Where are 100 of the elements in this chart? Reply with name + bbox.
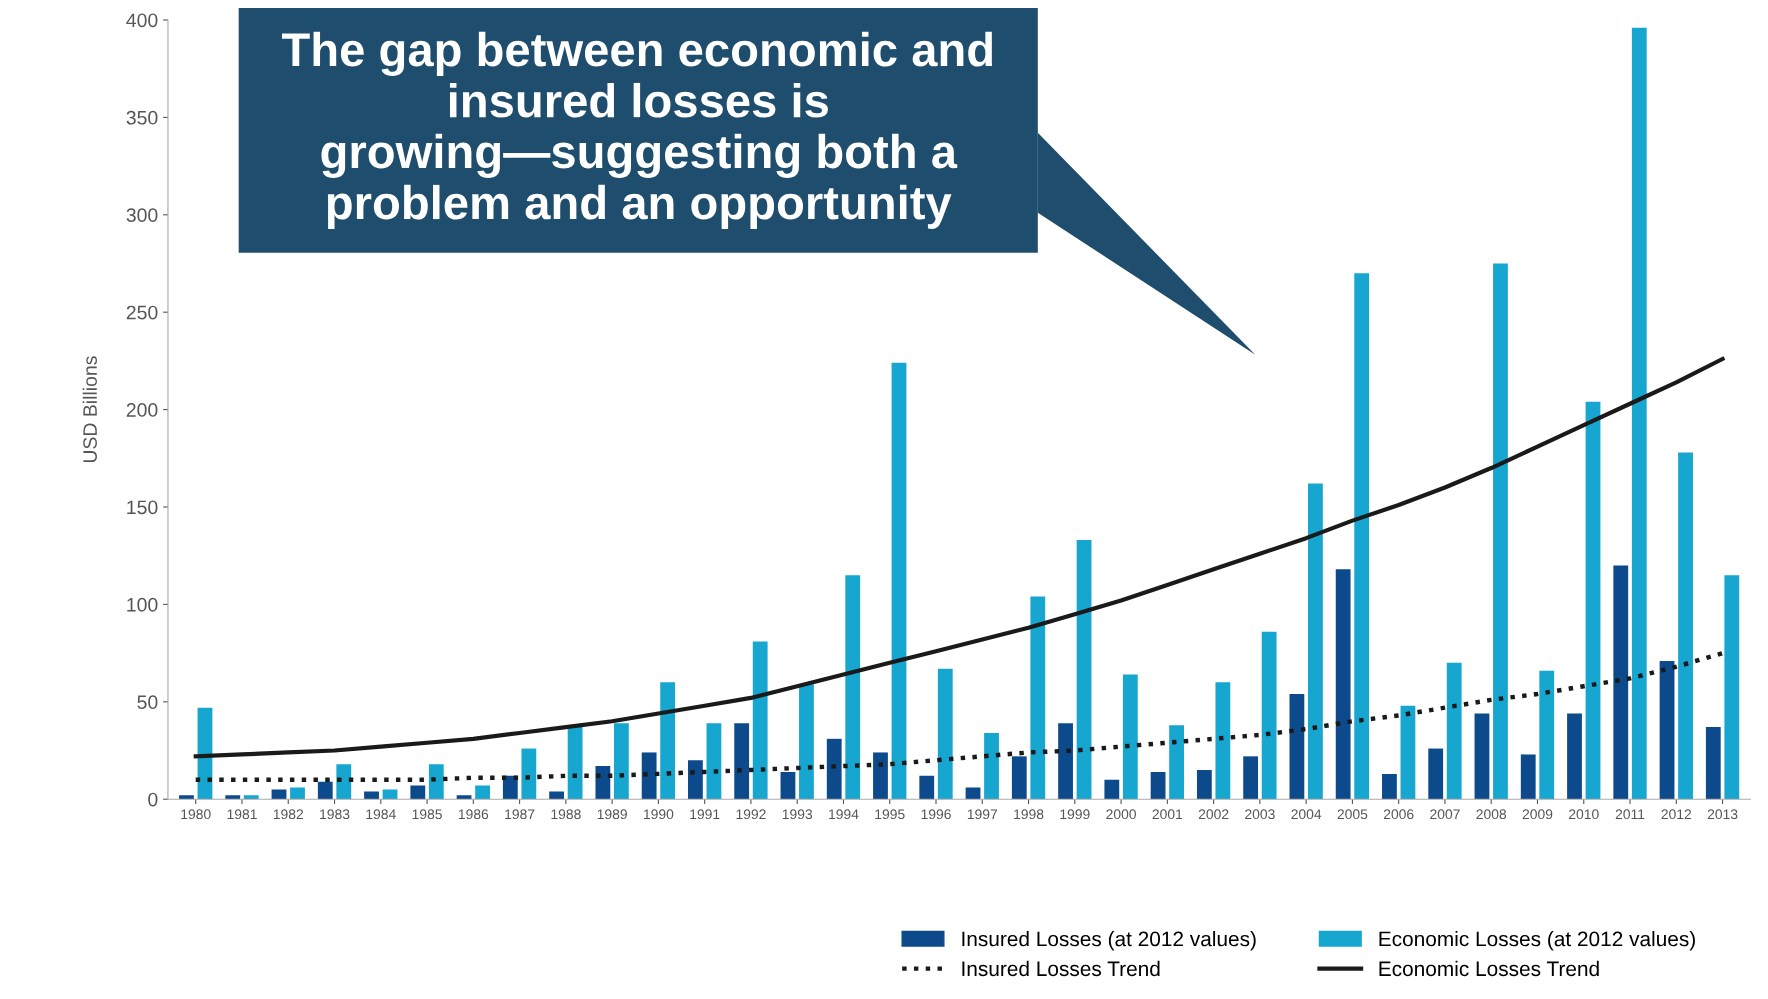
x-tick-label: 2006 xyxy=(1383,809,1414,820)
bar xyxy=(919,775,935,800)
x-tick-label: 2002 xyxy=(1198,809,1229,820)
bar xyxy=(475,785,490,800)
x-tick-label: 1988 xyxy=(551,809,581,820)
y-tick-label: 50 xyxy=(137,695,158,710)
legend-label: Insured Losses Trend xyxy=(962,960,1160,977)
bar xyxy=(688,760,703,800)
x-tick-label: 1989 xyxy=(597,809,627,820)
bar xyxy=(567,725,583,800)
bar xyxy=(1196,769,1212,800)
bar xyxy=(1169,725,1184,800)
bar xyxy=(706,723,722,800)
x-tick-label: 2009 xyxy=(1522,809,1553,820)
bar xyxy=(179,795,194,800)
bar xyxy=(1289,694,1305,800)
y-tick-label: 400 xyxy=(126,13,158,28)
x-tick-label: 2004 xyxy=(1291,809,1322,820)
legend-label: Economic Losses (at 2012 values) xyxy=(1379,930,1695,951)
bar xyxy=(1493,263,1508,800)
y-tick-label: 100 xyxy=(127,597,158,612)
bar xyxy=(937,668,953,800)
bar xyxy=(660,682,676,800)
bar xyxy=(1659,660,1675,800)
x-tick-label: 1985 xyxy=(412,809,442,820)
x-tick-label: 2012 xyxy=(1661,809,1692,820)
bar xyxy=(225,795,241,800)
bar xyxy=(1724,575,1740,800)
bar xyxy=(1613,565,1629,800)
x-tick-label: 1991 xyxy=(690,809,720,820)
bar xyxy=(317,781,333,800)
x-tick-label: 1999 xyxy=(1060,809,1090,820)
y-tick-label: 250 xyxy=(126,305,158,320)
bar xyxy=(243,795,259,800)
bar xyxy=(595,766,611,800)
y-tick-label: 0 xyxy=(148,792,158,807)
bar xyxy=(1567,713,1582,800)
x-tick-label: 2010 xyxy=(1569,809,1599,820)
bar xyxy=(410,785,426,800)
bar xyxy=(891,362,907,800)
x-tick-label: 2013 xyxy=(1707,809,1738,820)
x-tick-label: 1990 xyxy=(644,809,674,820)
bar xyxy=(826,738,842,800)
bar xyxy=(364,791,379,800)
bar xyxy=(1354,273,1370,800)
bar xyxy=(502,775,518,800)
bar xyxy=(845,575,861,800)
x-tick-label: 2007 xyxy=(1430,809,1460,820)
x-tick-label: 2001 xyxy=(1152,809,1183,820)
bar xyxy=(1428,748,1444,800)
bar xyxy=(1122,674,1138,800)
bar xyxy=(641,752,657,800)
bar xyxy=(799,684,814,800)
bar xyxy=(613,723,629,800)
legend-label: Insured Losses (at 2012 values) xyxy=(962,930,1256,951)
bar xyxy=(1261,631,1277,800)
x-tick-label: 1993 xyxy=(782,809,813,820)
bar xyxy=(271,789,287,800)
x-tick-label: 1983 xyxy=(320,809,350,820)
annotation: The gap between economic and insured losses is growing—suggesting both a problem and an opportunity xyxy=(281,31,993,229)
bar xyxy=(1011,756,1027,800)
x-tick-label: 1982 xyxy=(273,809,304,820)
bar xyxy=(780,771,796,800)
x-tick-label: 1998 xyxy=(1014,809,1044,820)
x-tick-label: 1995 xyxy=(875,809,905,820)
x-tick-label: 1987 xyxy=(505,809,535,820)
bar xyxy=(734,723,750,800)
bar xyxy=(336,764,352,800)
x-tick-label: 1984 xyxy=(366,809,396,820)
x-tick-label: 1994 xyxy=(829,809,859,820)
bar xyxy=(984,732,999,800)
bar xyxy=(1308,483,1323,800)
bar xyxy=(1678,452,1693,800)
bar xyxy=(1215,682,1231,800)
x-tick-label: 1992 xyxy=(736,809,766,820)
x-tick-label: 1986 xyxy=(458,809,489,820)
bar xyxy=(752,641,768,800)
bar xyxy=(873,752,888,800)
y-axis-title: USD Billions xyxy=(82,356,97,463)
y-tick-label: 350 xyxy=(126,110,158,125)
bar xyxy=(1520,754,1536,800)
bar xyxy=(549,791,565,800)
bar xyxy=(1076,540,1092,800)
bar xyxy=(1400,705,1416,800)
x-tick-label: 2008 xyxy=(1476,809,1507,820)
x-tick-label: 2003 xyxy=(1245,809,1275,820)
bar xyxy=(1243,756,1259,800)
bar xyxy=(1335,569,1351,800)
line-series xyxy=(193,650,1725,782)
bar xyxy=(428,764,444,800)
bar xyxy=(1150,771,1166,800)
x-tick-label: 1997 xyxy=(967,809,998,820)
bar xyxy=(1705,727,1721,800)
bar xyxy=(1104,779,1120,800)
bar xyxy=(1030,596,1046,800)
y-tick-label: 200 xyxy=(126,403,158,417)
bar xyxy=(1446,662,1462,800)
y-tick-label: 300 xyxy=(126,208,158,223)
bar xyxy=(1382,773,1397,800)
bar xyxy=(290,787,305,800)
